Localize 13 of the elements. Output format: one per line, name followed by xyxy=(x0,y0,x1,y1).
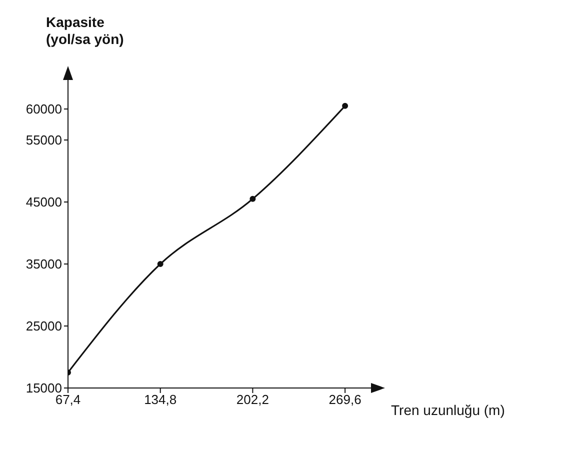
x-tick-label: 202,2 xyxy=(236,392,269,408)
point xyxy=(342,102,348,109)
y-tick-label: 35000 xyxy=(26,256,62,272)
y-tick-label: 45000 xyxy=(26,194,62,210)
x-axis-title: Tren uzunluğu (m) xyxy=(391,402,505,418)
point xyxy=(157,261,164,267)
y-axis-title: Kapasite (yol/sa yön) xyxy=(46,14,124,48)
y-tick-label: 60000 xyxy=(26,102,62,117)
y-tick-label: 25000 xyxy=(26,318,62,334)
point xyxy=(250,196,256,202)
x-tick-label: 269,6 xyxy=(328,392,362,408)
x-tick-label: 134,8 xyxy=(144,392,177,408)
y-tick-label: 55000 xyxy=(26,132,62,148)
